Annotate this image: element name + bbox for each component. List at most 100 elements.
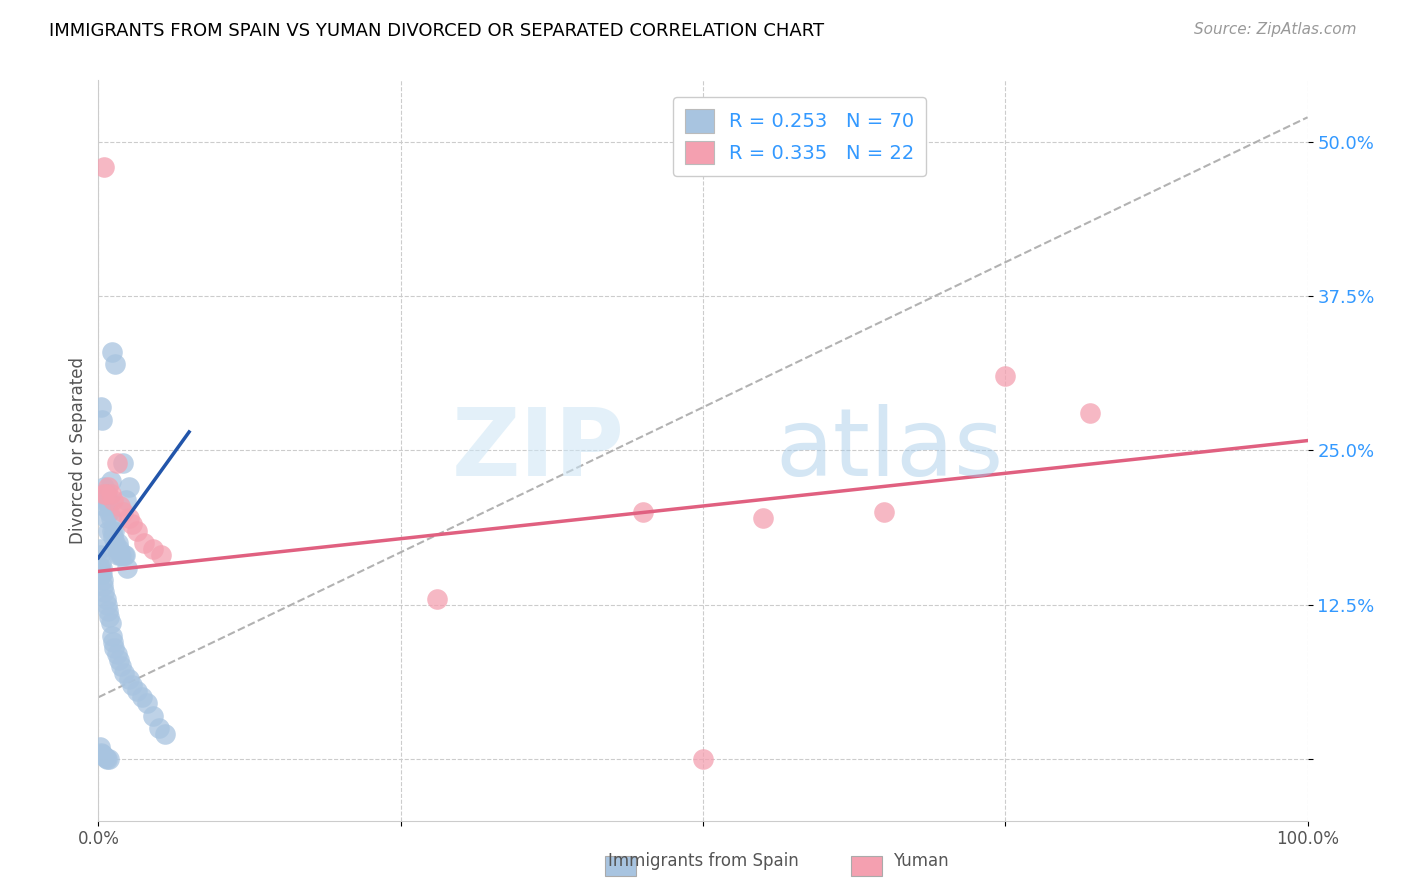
Point — [96, 486, 118, 500]
Point — [100, 629, 122, 643]
Point — [110, 549, 132, 563]
Point — [118, 511, 141, 525]
Text: Source: ZipAtlas.com: Source: ZipAtlas.com — [1194, 22, 1357, 37]
Point — [153, 727, 176, 741]
Point — [90, 746, 112, 760]
Point — [100, 524, 122, 538]
Point — [103, 524, 125, 538]
Point — [89, 542, 111, 557]
Point — [89, 560, 111, 574]
Point — [142, 708, 165, 723]
Point — [90, 566, 112, 581]
Point — [107, 536, 129, 550]
Point — [93, 585, 115, 599]
Point — [97, 492, 120, 507]
Point — [103, 640, 125, 655]
Point — [104, 536, 127, 550]
Text: Yuman: Yuman — [893, 852, 949, 870]
Point — [98, 610, 121, 624]
Point — [98, 752, 121, 766]
Point — [91, 747, 114, 761]
Point — [105, 456, 128, 470]
Point — [91, 492, 114, 507]
Point — [105, 542, 128, 557]
Point — [101, 492, 124, 507]
Point — [115, 492, 138, 507]
Point — [108, 499, 131, 513]
Point — [121, 517, 143, 532]
Text: IMMIGRANTS FROM SPAIN VS YUMAN DIVORCED OR SEPARATED CORRELATION CHART: IMMIGRANTS FROM SPAIN VS YUMAN DIVORCED … — [49, 22, 824, 40]
Text: atlas: atlas — [776, 404, 1004, 497]
Point — [118, 481, 141, 495]
Point — [107, 549, 129, 563]
Point — [117, 560, 139, 574]
Point — [105, 647, 128, 661]
Point — [91, 412, 114, 426]
Legend: R = 0.253   N = 70, R = 0.335   N = 22: R = 0.253 N = 70, R = 0.335 N = 22 — [673, 97, 927, 176]
Point — [131, 690, 153, 705]
Point — [100, 344, 122, 359]
Point — [752, 511, 775, 525]
Point — [110, 659, 132, 673]
Point — [94, 511, 117, 525]
Point — [148, 721, 170, 735]
Point — [89, 549, 111, 563]
Point — [692, 752, 714, 766]
Point — [101, 634, 124, 648]
Point — [91, 573, 114, 587]
Point — [104, 357, 127, 371]
Point — [96, 752, 118, 766]
Point — [111, 456, 134, 470]
Point — [134, 536, 156, 550]
Point — [96, 598, 118, 612]
Text: Immigrants from Spain: Immigrants from Spain — [607, 852, 799, 870]
Point — [93, 749, 115, 764]
Point — [100, 486, 122, 500]
Point — [426, 591, 449, 606]
Point — [98, 505, 121, 519]
Point — [91, 566, 114, 581]
Point — [93, 160, 115, 174]
Point — [91, 486, 114, 500]
Text: ZIP: ZIP — [451, 404, 624, 497]
Point — [93, 499, 115, 513]
Point — [94, 591, 117, 606]
Point — [112, 665, 135, 680]
Point — [127, 684, 149, 698]
Point — [101, 530, 124, 544]
Point — [135, 697, 157, 711]
Point — [108, 549, 131, 563]
Point — [142, 542, 165, 557]
Point — [94, 492, 117, 507]
Point — [91, 579, 114, 593]
Point — [91, 560, 114, 574]
Point — [94, 486, 117, 500]
Point — [127, 524, 149, 538]
Point — [97, 524, 120, 538]
Point — [93, 481, 115, 495]
Point — [118, 672, 141, 686]
Point — [108, 542, 131, 557]
Point — [121, 678, 143, 692]
Point — [94, 750, 117, 764]
Point — [100, 511, 122, 525]
Point — [111, 505, 134, 519]
Point — [108, 653, 131, 667]
Point — [93, 486, 115, 500]
Y-axis label: Divorced or Separated: Divorced or Separated — [69, 357, 87, 544]
Point — [91, 748, 114, 763]
Point — [97, 481, 120, 495]
Point — [1078, 407, 1101, 421]
Point — [114, 549, 136, 563]
Point — [90, 554, 112, 569]
Point — [112, 549, 135, 563]
Point — [97, 604, 120, 618]
Point — [100, 475, 122, 489]
Point — [89, 739, 111, 754]
Point — [90, 401, 112, 415]
Point — [873, 505, 896, 519]
Point — [631, 505, 654, 519]
Point — [150, 549, 173, 563]
Point — [994, 369, 1017, 384]
Point — [100, 616, 122, 631]
